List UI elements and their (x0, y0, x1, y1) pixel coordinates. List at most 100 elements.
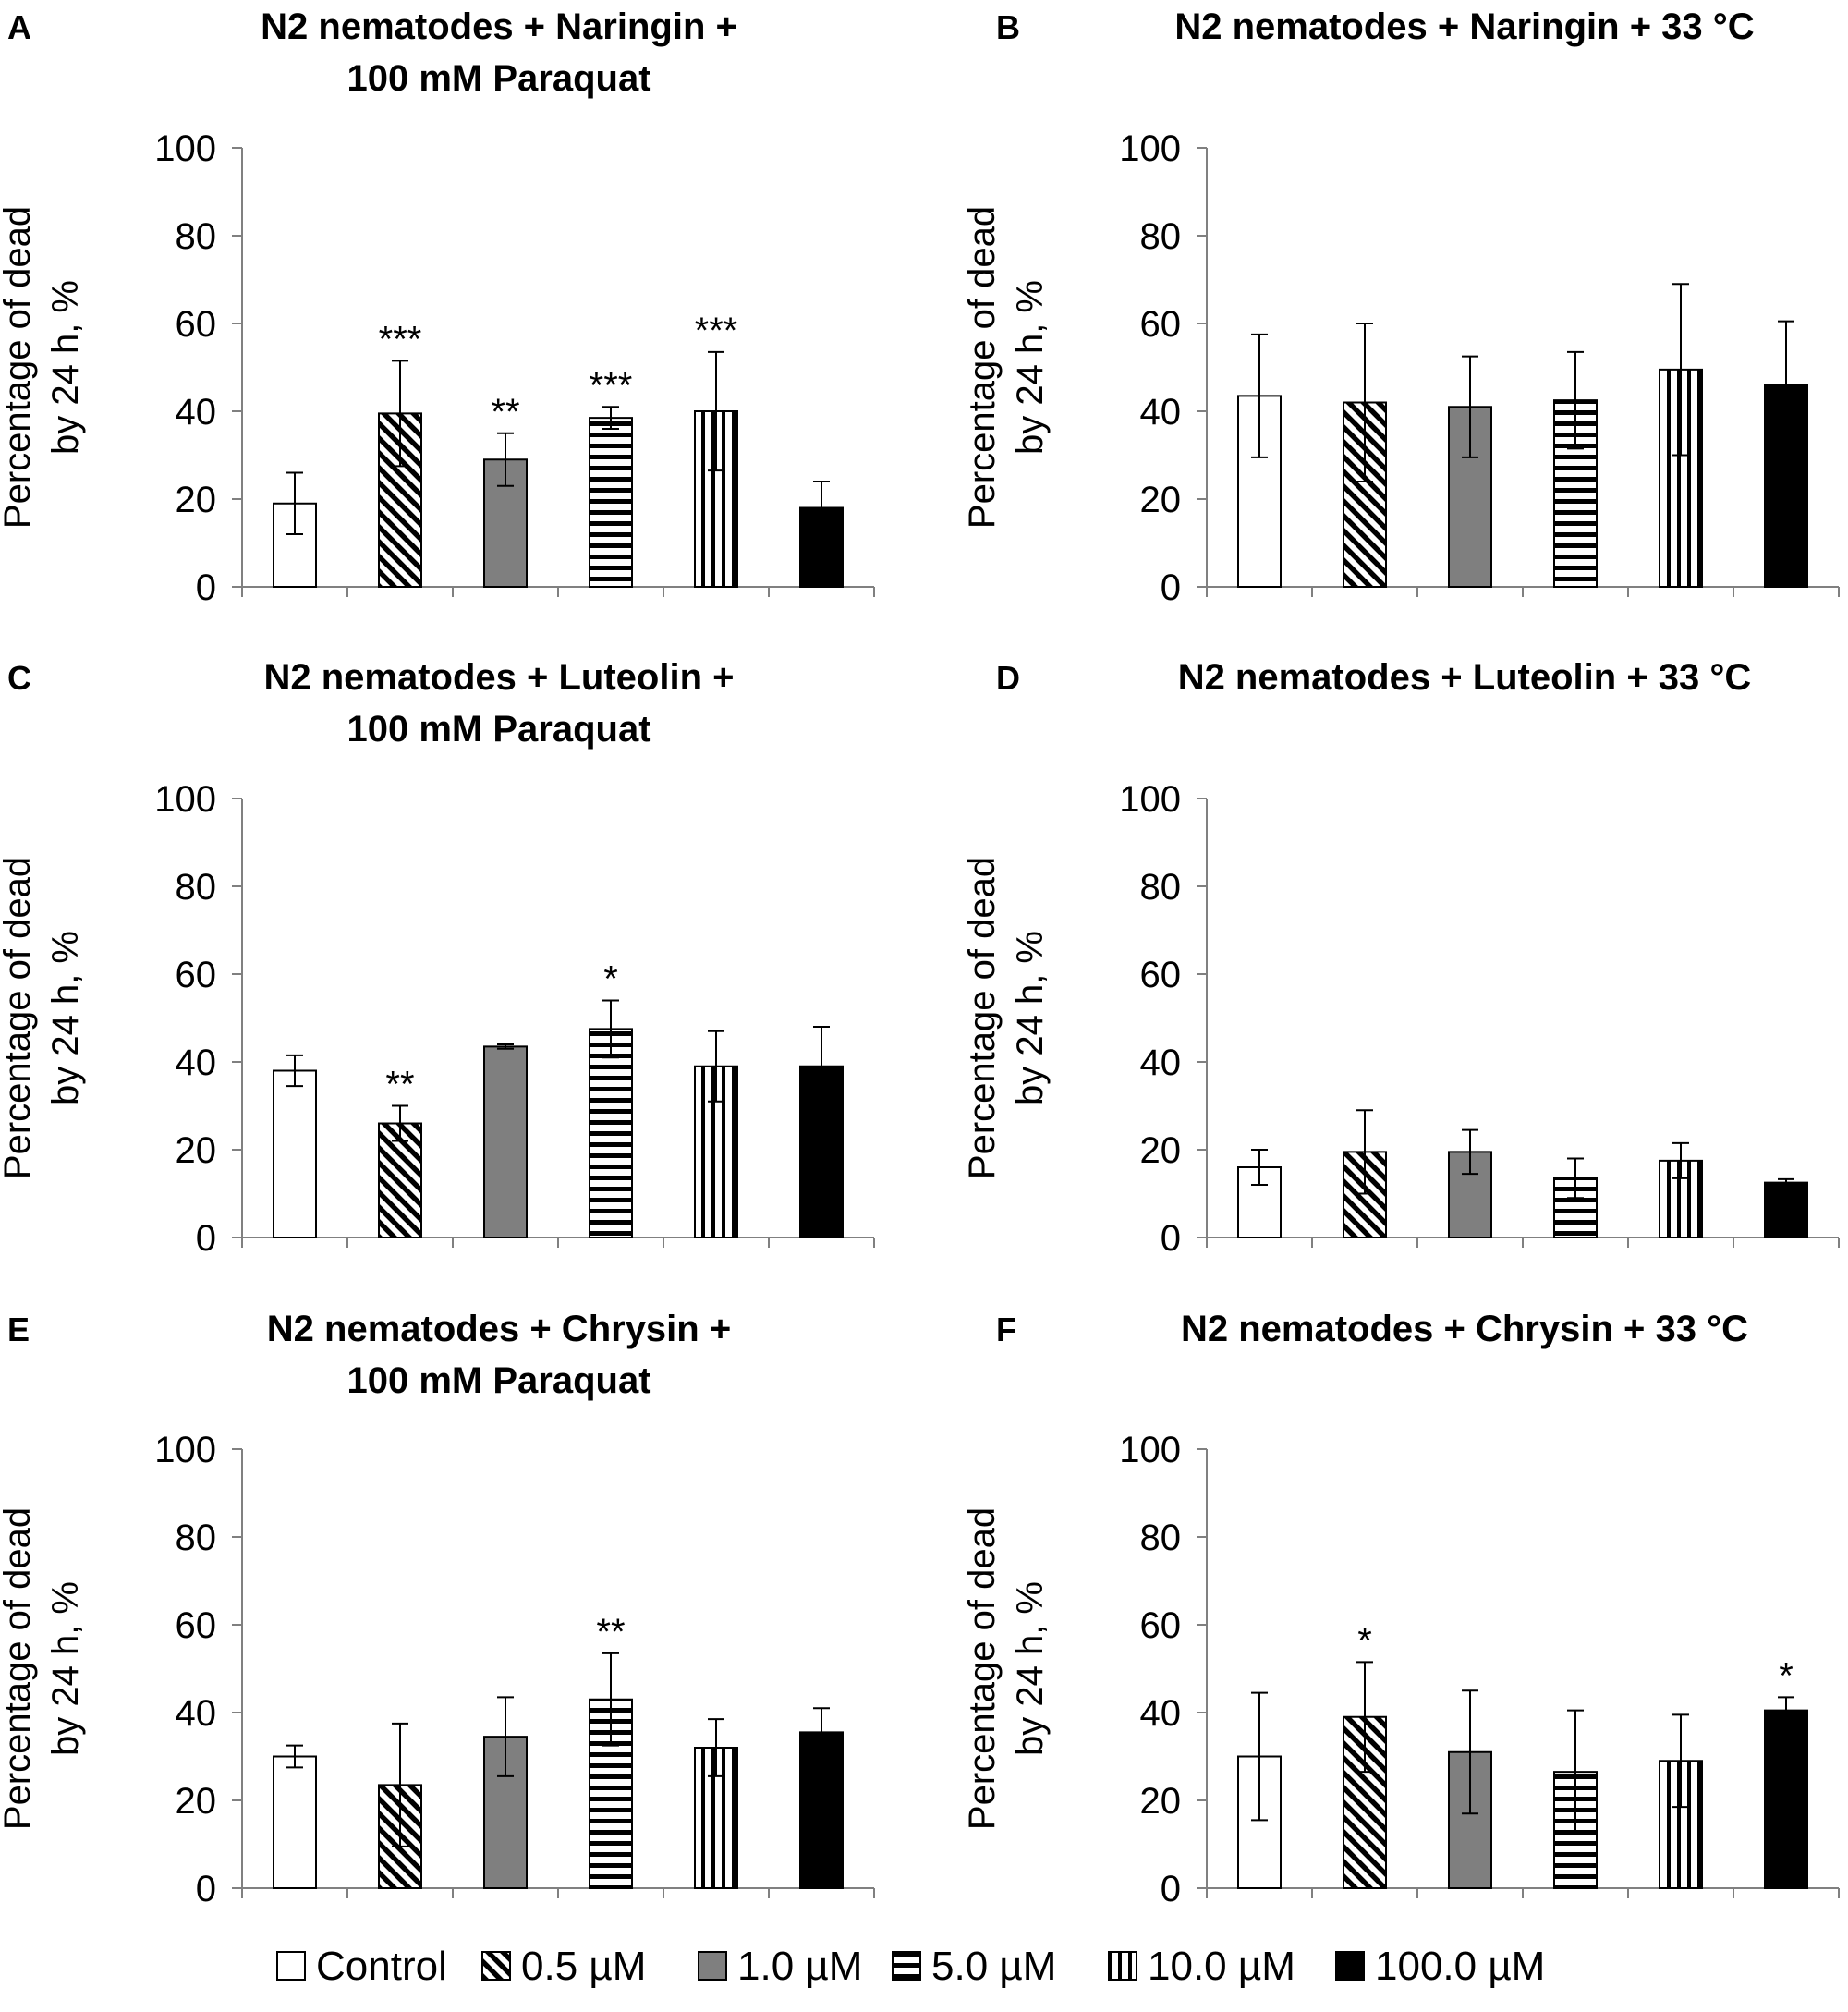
panel-c: C N2 nematodes + Luteolin + 100 mM Paraqua… (0, 657, 875, 1259)
legend-swatch (1108, 1951, 1137, 1981)
bar-c-1 (378, 1122, 422, 1238)
y-tick-label: 40 (1140, 392, 1182, 433)
y-axis-label-line: by 24 h, % (1010, 280, 1051, 455)
y-tick-label: 20 (1140, 1130, 1182, 1171)
error-bar (708, 1030, 724, 1103)
bar-e-3 (589, 1698, 633, 1889)
y-tick-label: 40 (176, 1693, 217, 1734)
y-tick-label: 100 (1119, 128, 1181, 169)
y-axis-label-line: by 24 h, % (45, 931, 86, 1105)
y-tick-label: 60 (176, 304, 217, 345)
error-bar (1251, 1691, 1268, 1822)
panel-title-line: N2 nematodes + Chrysin + (267, 1309, 731, 1349)
error-bar (392, 360, 408, 468)
error-bar (602, 999, 619, 1059)
error-bar (1462, 1128, 1478, 1176)
y-tick-label: 80 (176, 216, 217, 257)
y-tick-label: 40 (176, 392, 217, 433)
legend-swatch (276, 1951, 306, 1981)
error-bar (1672, 1141, 1689, 1179)
y-tick-label: 20 (176, 1130, 217, 1171)
y-tick-label: 80 (176, 1518, 217, 1558)
y-tick-label: 60 (176, 955, 217, 995)
y-tick-label: 0 (1161, 1869, 1181, 1909)
significance-marker: *** (379, 319, 422, 360)
error-bar (286, 471, 303, 535)
error-bar (1462, 355, 1478, 458)
bar-e-0 (273, 1755, 317, 1889)
error-bar (392, 1722, 408, 1847)
error-bar (813, 1707, 830, 1758)
significance-marker: *** (590, 365, 633, 406)
panel-letter: A (7, 8, 31, 46)
y-tick-label: 100 (154, 1430, 216, 1470)
panel-f: F N2 nematodes + Chrysin + 33 °C Percentag… (962, 1309, 1840, 1909)
bar-c-3 (589, 1028, 633, 1238)
panel-title-line: 100 mM Paraquat (346, 1360, 650, 1401)
panel-title-line: 100 mM Paraquat (346, 58, 650, 99)
significance-marker: ** (596, 1612, 625, 1652)
y-axis-label-line: by 24 h, % (1010, 931, 1051, 1105)
y-tick-label: 0 (1161, 1218, 1181, 1259)
legend-item: 1.0 µM (698, 1944, 862, 1989)
y-tick-label: 100 (154, 779, 216, 820)
y-tick-label: 20 (176, 1781, 217, 1822)
panel-letter: D (996, 659, 1020, 697)
panel-letter: B (996, 8, 1020, 46)
y-axis-label-line: Percentage of dead (0, 1507, 38, 1830)
y-tick-label: 40 (1140, 1043, 1182, 1083)
error-bar (1251, 1149, 1268, 1186)
significance-marker: ** (491, 392, 519, 433)
error-bar (1567, 1709, 1584, 1835)
legend-label: 0.5 µM (521, 1944, 646, 1989)
panel-title-line: N2 nematodes + Naringin + 33 °C (1174, 6, 1754, 47)
error-bar (1672, 283, 1689, 457)
legend-label: Control (316, 1944, 447, 1989)
error-bar (1462, 1689, 1478, 1815)
error-bar (1778, 1696, 1794, 1725)
y-axis-label-line: by 24 h, % (45, 1581, 86, 1756)
legend-swatch (892, 1951, 921, 1981)
y-tick-label: 80 (1140, 867, 1182, 908)
y-tick-label: 60 (1140, 304, 1182, 345)
error-bar (1567, 350, 1584, 450)
error-bar (1356, 1109, 1373, 1195)
panel-a: A N2 nematodes + Naringin + 100 mM Paraqua… (0, 6, 875, 608)
y-axis-label-line: Percentage of dead (0, 206, 38, 529)
y-axis-label-line: by 24 h, % (45, 280, 86, 455)
panel-d: D N2 nematodes + Luteolin + 33 °C Percenta… (962, 657, 1840, 1259)
y-tick-label: 80 (176, 867, 217, 908)
panel-title-line: N2 nematodes + Chrysin + 33 °C (1181, 1309, 1748, 1349)
legend-swatch (481, 1951, 511, 1981)
legend-label: 1.0 µM (737, 1944, 862, 1989)
significance-marker: * (603, 959, 618, 1000)
legend-item: 100.0 µM (1335, 1944, 1545, 1989)
legend-item: 10.0 µM (1108, 1944, 1295, 1989)
bar-d-5 (1764, 1181, 1808, 1238)
y-tick-label: 0 (196, 1869, 216, 1909)
significance-marker: * (1357, 1620, 1372, 1661)
legend-item: Control (276, 1944, 447, 1989)
y-tick-label: 0 (196, 1218, 216, 1259)
panel-b: B N2 nematodes + Naringin + 33 °C Percenta… (962, 6, 1840, 608)
error-bar (1567, 1157, 1584, 1200)
panel-letter: F (996, 1311, 1016, 1348)
panel-title-line: 100 mM Paraquat (346, 709, 650, 750)
bar-e-5 (799, 1731, 844, 1889)
error-bar (392, 1104, 408, 1142)
error-bar (813, 481, 830, 535)
error-bar (286, 1744, 303, 1769)
y-tick-label: 20 (1140, 480, 1182, 520)
y-tick-label: 0 (196, 567, 216, 608)
error-bar (286, 1054, 303, 1088)
error-bar (497, 1696, 514, 1777)
bar-c-2 (483, 1045, 528, 1238)
y-tick-label: 60 (1140, 955, 1182, 995)
y-axis-label-line: by 24 h, % (1010, 1581, 1051, 1756)
y-tick-label: 60 (176, 1605, 217, 1646)
y-axis-label-line: Percentage of dead (962, 857, 1003, 1179)
legend-swatch (1335, 1951, 1365, 1981)
panel-letter: C (7, 659, 31, 697)
legend-item: 5.0 µM (892, 1944, 1056, 1989)
